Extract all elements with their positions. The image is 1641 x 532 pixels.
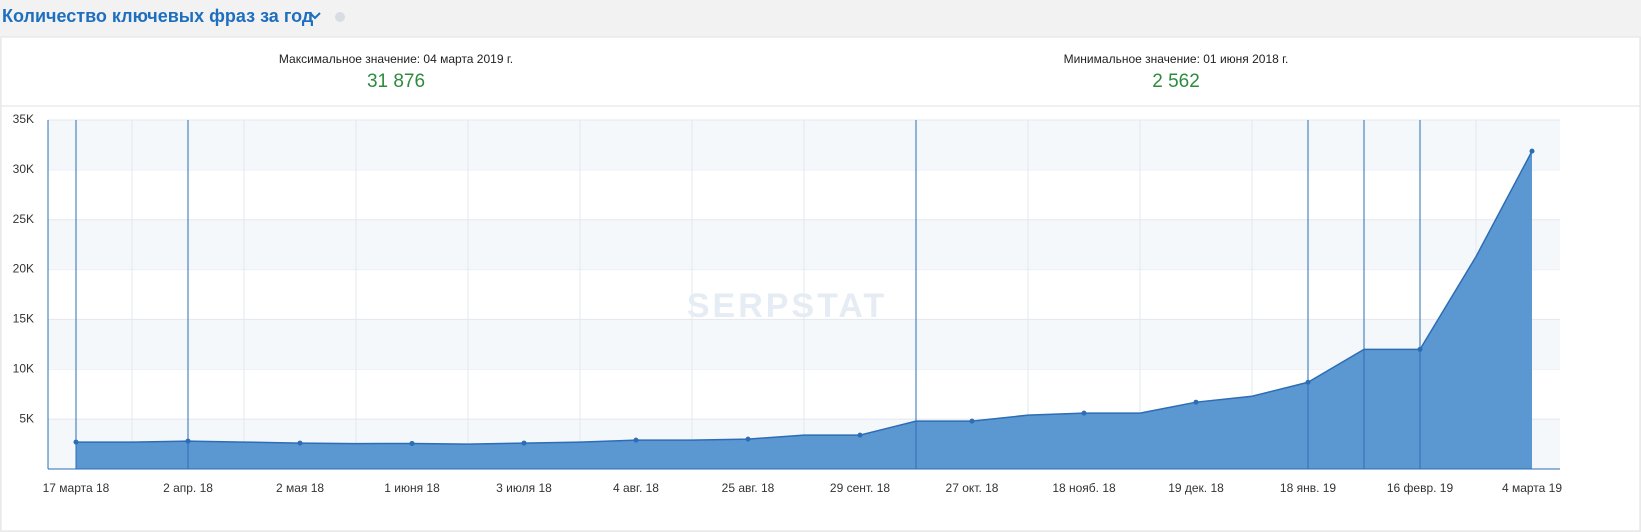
min-caption: Минимальное значение: 01 июня 2018 г. xyxy=(1064,52,1289,66)
watermark: SERPSTAT xyxy=(687,287,887,325)
x-tick-label: 2 мая 18 xyxy=(276,481,324,495)
point xyxy=(297,440,303,446)
point xyxy=(1193,399,1199,405)
x-tick-label: 18 янв. 19 xyxy=(1280,481,1337,495)
info-icon[interactable] xyxy=(335,12,345,22)
x-tick-label: 3 июля 18 xyxy=(496,481,552,495)
x-tick-label: 4 авг. 18 xyxy=(613,481,659,495)
chart-title: Количество ключевых фраз за год xyxy=(2,6,314,26)
x-tick-label: 25 авг. 18 xyxy=(722,481,775,495)
point xyxy=(1081,410,1087,416)
point xyxy=(633,437,639,443)
point xyxy=(969,418,975,424)
point xyxy=(745,436,751,442)
y-tick-label: 30K xyxy=(13,162,34,176)
x-tick-label: 19 дек. 18 xyxy=(1168,481,1224,495)
x-tick-label: 27 окт. 18 xyxy=(946,481,999,495)
y-tick-label: 25K xyxy=(13,212,34,226)
x-tick-label: 18 нояб. 18 xyxy=(1052,481,1116,495)
point xyxy=(521,440,527,446)
y-tick-label: 5K xyxy=(19,411,34,425)
y-tick-label: 15K xyxy=(13,312,34,326)
area xyxy=(76,151,1532,469)
point xyxy=(409,440,415,446)
dropdown-icon[interactable] xyxy=(309,12,321,20)
y-tick-label: 20K xyxy=(13,262,34,276)
point xyxy=(1529,148,1535,154)
point xyxy=(1417,346,1423,352)
point xyxy=(857,432,863,438)
max-value: 31 876 xyxy=(367,71,425,92)
x-tick-label: 29 сент. 18 xyxy=(830,481,890,495)
min-value: 2 562 xyxy=(1152,71,1200,92)
y-tick-label: 35K xyxy=(13,112,34,126)
line xyxy=(76,150,1533,445)
max-caption: Максимальное значение: 04 марта 2019 г. xyxy=(279,52,513,66)
x-tick-label: 17 марта 18 xyxy=(43,481,110,495)
x-tick-label: 16 февр. 19 xyxy=(1387,481,1454,495)
x-tick-label: 1 июня 18 xyxy=(384,481,440,495)
point xyxy=(185,438,191,444)
x-tick-label: 2 апр. 18 xyxy=(163,481,213,495)
point xyxy=(1305,379,1311,385)
point xyxy=(73,439,79,445)
x-tick-label: 4 марта 19 xyxy=(1502,481,1562,495)
y-tick-label: 10K xyxy=(13,361,34,375)
